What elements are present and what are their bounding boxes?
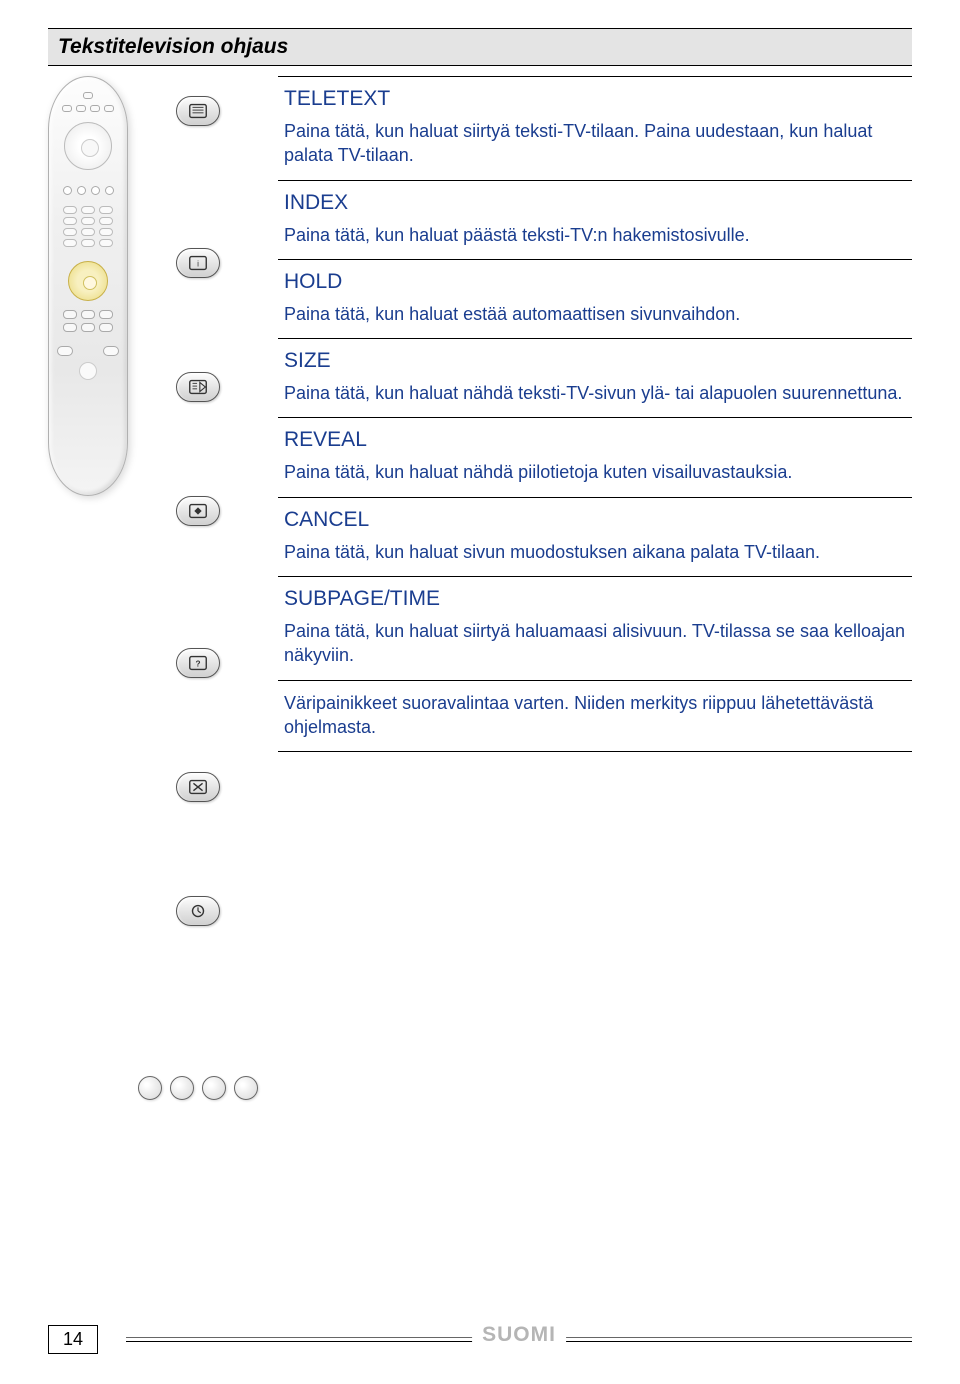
section-size: SIZE Paina tätä, kun haluat nähdä teksti… (278, 339, 912, 418)
svg-text:?: ? (195, 660, 200, 669)
section-hold: HOLD Paina tätä, kun haluat estää automa… (278, 260, 912, 339)
cancel-button-icon (176, 772, 220, 802)
section-body: Väripainikkeet suoravalintaa varten. Nii… (284, 691, 906, 740)
section-title: SIZE (284, 349, 906, 373)
main-content-row: i ? (48, 76, 912, 1100)
color-button-green (170, 1076, 194, 1100)
section-header-bar: Tekstitelevision ohjaus (48, 28, 912, 66)
left-column: i ? (48, 76, 258, 1100)
hold-button-icon (176, 372, 220, 402)
color-buttons-row (138, 1076, 258, 1100)
page-number: 14 (48, 1325, 98, 1354)
color-button-blue (234, 1076, 258, 1100)
page-footer: 14 SUOMI (48, 1325, 912, 1354)
section-reveal: REVEAL Paina tätä, kun haluat nähdä piil… (278, 418, 912, 497)
section-body: Paina tätä, kun haluat sivun muodostukse… (284, 540, 906, 564)
section-title: TELETEXT (284, 87, 906, 111)
section-color-buttons: Väripainikkeet suoravalintaa varten. Nii… (278, 681, 912, 753)
index-button-icon: i (176, 248, 220, 278)
reveal-button-icon: ? (176, 648, 220, 678)
section-subpage-time: SUBPAGE/TIME Paina tätä, kun haluat siir… (278, 577, 912, 681)
right-content-column: TELETEXT Paina tätä, kun haluat siirtyä … (278, 76, 912, 1100)
page: Tekstitelevision ohjaus (0, 0, 960, 1100)
subpage-time-button-icon (176, 896, 220, 926)
section-body: Paina tätä, kun haluat estää automaattis… (284, 302, 906, 326)
section-title: HOLD (284, 270, 906, 294)
color-button-yellow (202, 1076, 226, 1100)
section-index: INDEX Paina tätä, kun haluat päästä teks… (278, 181, 912, 260)
section-body: Paina tätä, kun haluat nähdä teksti-TV-s… (284, 381, 906, 405)
section-body: Paina tätä, kun haluat nähdä piilotietoj… (284, 460, 906, 484)
footer-divider-line: SUOMI (126, 1337, 912, 1342)
size-button-icon (176, 496, 220, 526)
section-cancel: CANCEL Paina tätä, kun haluat sivun muod… (278, 498, 912, 577)
section-teletext: TELETEXT Paina tätä, kun haluat siirtyä … (278, 77, 912, 181)
section-title: SUBPAGE/TIME (284, 587, 906, 611)
footer-language-label: SUOMI (472, 1323, 566, 1347)
svg-text:i: i (197, 260, 199, 269)
section-body: Paina tätä, kun haluat päästä teksti-TV:… (284, 223, 906, 247)
section-body: Paina tätä, kun haluat siirtyä haluamaas… (284, 619, 906, 668)
button-icon-column: i ? (138, 76, 258, 1100)
section-title: REVEAL (284, 428, 906, 452)
section-title: INDEX (284, 191, 906, 215)
section-title: CANCEL (284, 508, 906, 532)
teletext-button-icon (176, 96, 220, 126)
section-body: Paina tätä, kun haluat siirtyä teksti-TV… (284, 119, 906, 168)
section-header-title: Tekstitelevision ohjaus (58, 35, 902, 59)
remote-control-illustration (48, 76, 128, 496)
color-button-red (138, 1076, 162, 1100)
